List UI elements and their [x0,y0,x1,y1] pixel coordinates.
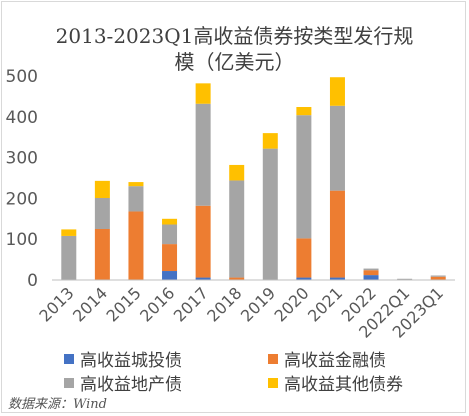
legend-label-dichan: 高收益地产债 [80,375,182,395]
bar-segment [61,235,77,280]
x-tick-label: 2016 [136,283,178,325]
bar-segment [296,115,312,239]
y-tick-label: 100 [6,230,38,250]
x-tick-label: 2018 [203,283,245,325]
chart-title-line1: 2013-2023Q1高收益债券按类型发行规 [55,24,414,48]
bar-segment [329,105,345,191]
bar-segment [296,107,312,116]
bar-segment [229,180,245,278]
bar-segment [363,270,379,276]
y-axis: 0 100 200 300 400 500 [6,67,38,291]
bar-segment [262,148,278,280]
bars [61,77,446,280]
x-tick-label: 2019 [237,283,279,325]
bar-segment [363,275,379,280]
x-tick-label: 2014 [69,283,111,325]
bar-segment [162,224,178,245]
legend-swatch-dichan [64,377,74,388]
bar-segment [162,244,178,272]
chart-title-line2: 模（亿美元） [174,50,295,74]
bar-segment [162,218,178,225]
bar-segment [229,164,245,181]
bar-segment [94,180,110,198]
bar-segment [430,275,446,277]
y-tick-label: 500 [6,67,38,87]
bar-segment [296,277,312,280]
data-source: 数据来源：Wind [8,397,107,412]
legend-label-jinrong: 高收益金融债 [284,351,386,371]
legend-swatch-other [268,377,278,388]
bar-segment [329,77,345,106]
bar-segment [329,190,345,278]
bar-segment [162,271,178,280]
bar-segment [195,205,211,278]
bar-segment [397,278,413,280]
bar-segment [61,229,77,236]
x-tick-label: 2013 [35,283,77,325]
y-tick-label: 400 [6,108,38,128]
x-tick-label: 2015 [103,283,145,325]
y-tick-label: 0 [27,271,38,291]
bar-segment [262,133,278,149]
bar-segment [195,277,211,280]
bar-segment [329,277,345,280]
bar-segment [195,103,211,206]
legend-label-other: 高收益其他债券 [284,375,403,395]
bar-segment [94,229,110,280]
bar-segment [128,186,144,212]
y-tick-label: 300 [6,149,38,169]
legend-item-other: 高收益其他债券 [268,370,403,395]
bar-segment [229,277,245,280]
legend-item-jinrong: 高收益金融债 [268,346,386,371]
bar-segment [94,197,110,229]
bar-segment [128,211,144,280]
x-tick-label: 2020 [270,283,312,325]
y-tick-label: 200 [6,189,38,209]
bar-segment [430,276,446,280]
bar-segment [128,182,144,187]
x-axis: 2013201420152016201720182019202020212022… [35,279,455,342]
bar-segment [296,238,312,278]
bar-segment [195,83,211,104]
legend-item-dichan: 高收益地产债 [64,370,182,395]
x-tick-label: 2017 [170,283,212,325]
x-tick-label: 2021 [304,283,346,325]
bar-segment [363,268,379,271]
legend-item-chengtou: 高收益城投债 [64,346,182,371]
legend-label-chengtou: 高收益城投债 [80,351,182,371]
legend-swatch-jinrong [268,353,278,364]
legend-swatch-chengtou [64,353,74,364]
